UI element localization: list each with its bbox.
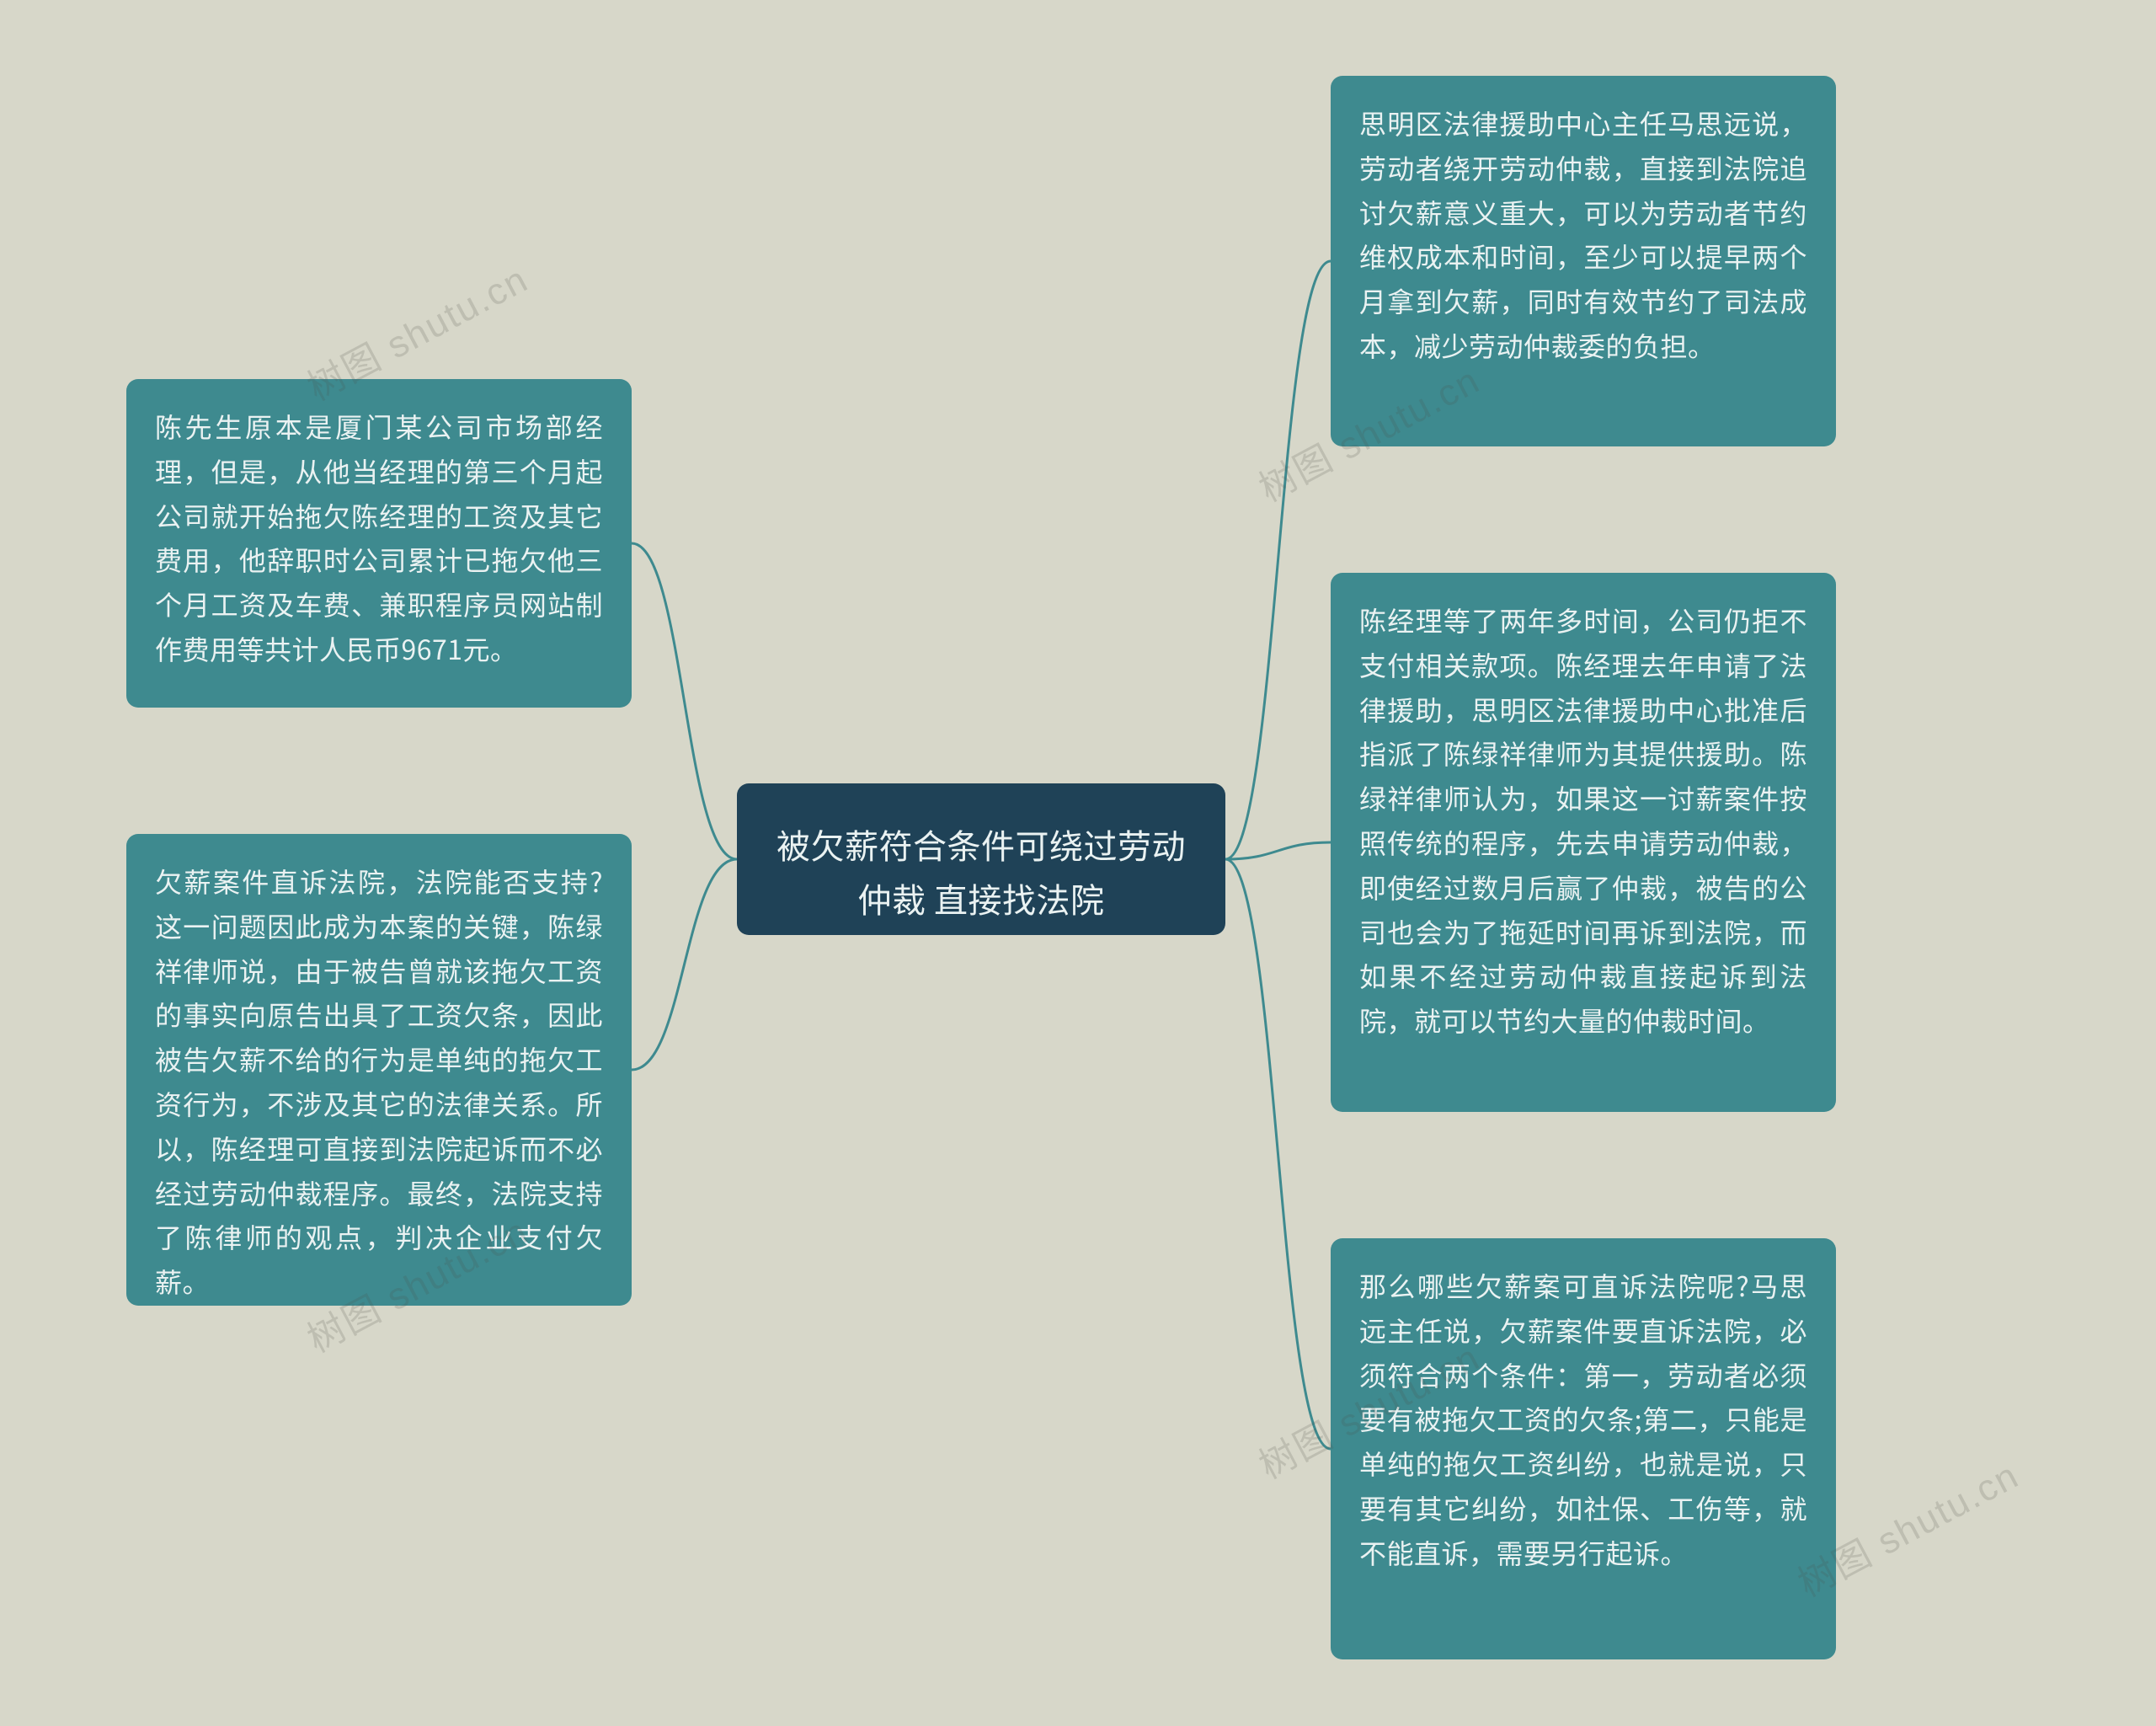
- child-node-r1: 思明区法律援助中心主任马思远说，劳动者绕开劳动仲裁，直接到法院追讨欠薪意义重大，…: [1331, 76, 1836, 446]
- child-node-l1: 陈先生原本是厦门某公司市场部经理，但是，从他当经理的第三个月起公司就开始拖欠陈经…: [126, 379, 632, 708]
- child-node-r3: 那么哪些欠薪案可直诉法院呢?马思远主任说，欠薪案件要直诉法院，必须符合两个条件：…: [1331, 1238, 1836, 1659]
- center-node: 被欠薪符合条件可绕过劳动仲裁 直接找法院: [737, 783, 1225, 935]
- child-node-l2: 欠薪案件直诉法院，法院能否支持?这一问题因此成为本案的关键，陈绿祥律师说，由于被…: [126, 834, 632, 1306]
- child-node-r2: 陈经理等了两年多时间，公司仍拒不支付相关款项。陈经理去年申请了法律援助，思明区法…: [1331, 573, 1836, 1112]
